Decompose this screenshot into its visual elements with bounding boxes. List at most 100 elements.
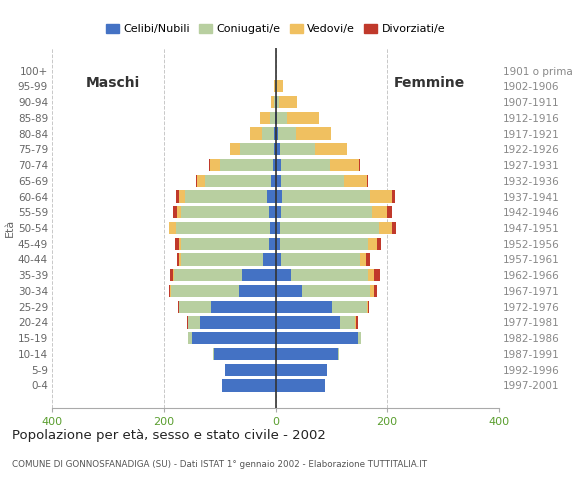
Bar bbox=[188, 316, 200, 329]
Bar bbox=[280, 96, 298, 108]
Bar bbox=[276, 127, 278, 140]
Bar bbox=[230, 143, 240, 156]
Bar bbox=[379, 222, 392, 234]
Bar bbox=[250, 127, 262, 140]
Bar bbox=[276, 300, 332, 313]
Bar bbox=[177, 253, 179, 265]
Bar bbox=[179, 238, 180, 250]
Bar bbox=[200, 316, 276, 329]
Bar bbox=[360, 253, 366, 265]
Bar bbox=[274, 127, 276, 140]
Bar bbox=[366, 253, 371, 265]
Legend: Celibi/Nubili, Coniugati/e, Vedovi/e, Divorziati/e: Celibi/Nubili, Coniugati/e, Vedovi/e, Di… bbox=[101, 19, 450, 39]
Bar bbox=[392, 191, 395, 203]
Text: Femmine: Femmine bbox=[394, 76, 465, 90]
Bar bbox=[280, 143, 314, 156]
Bar bbox=[270, 222, 275, 234]
Bar bbox=[276, 253, 281, 265]
Bar bbox=[187, 316, 188, 329]
Bar bbox=[314, 143, 347, 156]
Bar bbox=[371, 285, 374, 297]
Bar bbox=[277, 80, 283, 92]
Bar bbox=[184, 191, 267, 203]
Bar bbox=[387, 206, 392, 218]
Bar bbox=[180, 238, 269, 250]
Bar bbox=[171, 285, 239, 297]
Bar bbox=[242, 269, 276, 281]
Bar bbox=[177, 206, 180, 218]
Bar bbox=[223, 379, 276, 392]
Bar bbox=[262, 127, 274, 140]
Bar bbox=[276, 364, 327, 376]
Bar bbox=[176, 222, 270, 234]
Bar bbox=[276, 269, 291, 281]
Text: Popolazione per età, sesso e stato civile - 2002: Popolazione per età, sesso e stato civil… bbox=[12, 429, 325, 442]
Bar bbox=[180, 253, 263, 265]
Bar bbox=[173, 206, 177, 218]
Bar bbox=[277, 112, 287, 124]
Bar bbox=[332, 300, 367, 313]
Bar bbox=[276, 285, 302, 297]
Bar bbox=[302, 285, 371, 297]
Y-axis label: Anno di nascita: Anno di nascita bbox=[578, 185, 580, 271]
Bar bbox=[274, 96, 276, 108]
Bar bbox=[213, 348, 214, 360]
Bar bbox=[170, 269, 173, 281]
Text: Maschi: Maschi bbox=[86, 76, 140, 90]
Bar bbox=[214, 348, 276, 360]
Bar bbox=[263, 253, 276, 265]
Bar bbox=[260, 112, 270, 124]
Bar bbox=[359, 159, 360, 171]
Bar bbox=[278, 127, 296, 140]
Bar bbox=[287, 112, 319, 124]
Bar bbox=[271, 175, 276, 187]
Bar bbox=[282, 191, 371, 203]
Bar bbox=[368, 300, 369, 313]
Bar bbox=[170, 285, 171, 297]
Bar bbox=[178, 300, 179, 313]
Bar bbox=[211, 300, 276, 313]
Bar bbox=[196, 175, 197, 187]
Bar bbox=[374, 285, 376, 297]
Bar bbox=[340, 316, 356, 329]
Bar bbox=[392, 222, 396, 234]
Bar bbox=[281, 253, 360, 265]
Bar bbox=[179, 300, 211, 313]
Bar bbox=[175, 238, 179, 250]
Bar bbox=[280, 222, 379, 234]
Bar bbox=[276, 96, 277, 108]
Bar bbox=[291, 269, 368, 281]
Bar bbox=[338, 348, 339, 360]
Bar bbox=[276, 316, 340, 329]
Bar bbox=[169, 222, 176, 234]
Bar bbox=[276, 238, 280, 250]
Bar bbox=[176, 191, 179, 203]
Bar bbox=[276, 348, 338, 360]
Bar bbox=[276, 159, 281, 171]
Bar bbox=[276, 191, 282, 203]
Bar bbox=[281, 206, 372, 218]
Bar bbox=[296, 127, 331, 140]
Bar bbox=[280, 238, 368, 250]
Bar bbox=[276, 222, 280, 234]
Bar bbox=[281, 175, 343, 187]
Bar bbox=[367, 175, 368, 187]
Bar bbox=[267, 191, 275, 203]
Bar bbox=[274, 80, 276, 92]
Bar bbox=[372, 206, 387, 218]
Bar bbox=[269, 238, 276, 250]
Bar bbox=[174, 269, 242, 281]
Bar bbox=[276, 332, 358, 344]
Bar bbox=[276, 206, 281, 218]
Bar bbox=[192, 332, 276, 344]
Bar bbox=[276, 112, 277, 124]
Bar bbox=[205, 175, 271, 187]
Bar bbox=[273, 159, 275, 171]
Bar bbox=[188, 332, 192, 344]
Bar bbox=[169, 285, 170, 297]
Bar bbox=[276, 175, 281, 187]
Bar bbox=[281, 159, 330, 171]
Bar bbox=[274, 143, 276, 156]
Bar bbox=[277, 96, 280, 108]
Bar bbox=[367, 300, 368, 313]
